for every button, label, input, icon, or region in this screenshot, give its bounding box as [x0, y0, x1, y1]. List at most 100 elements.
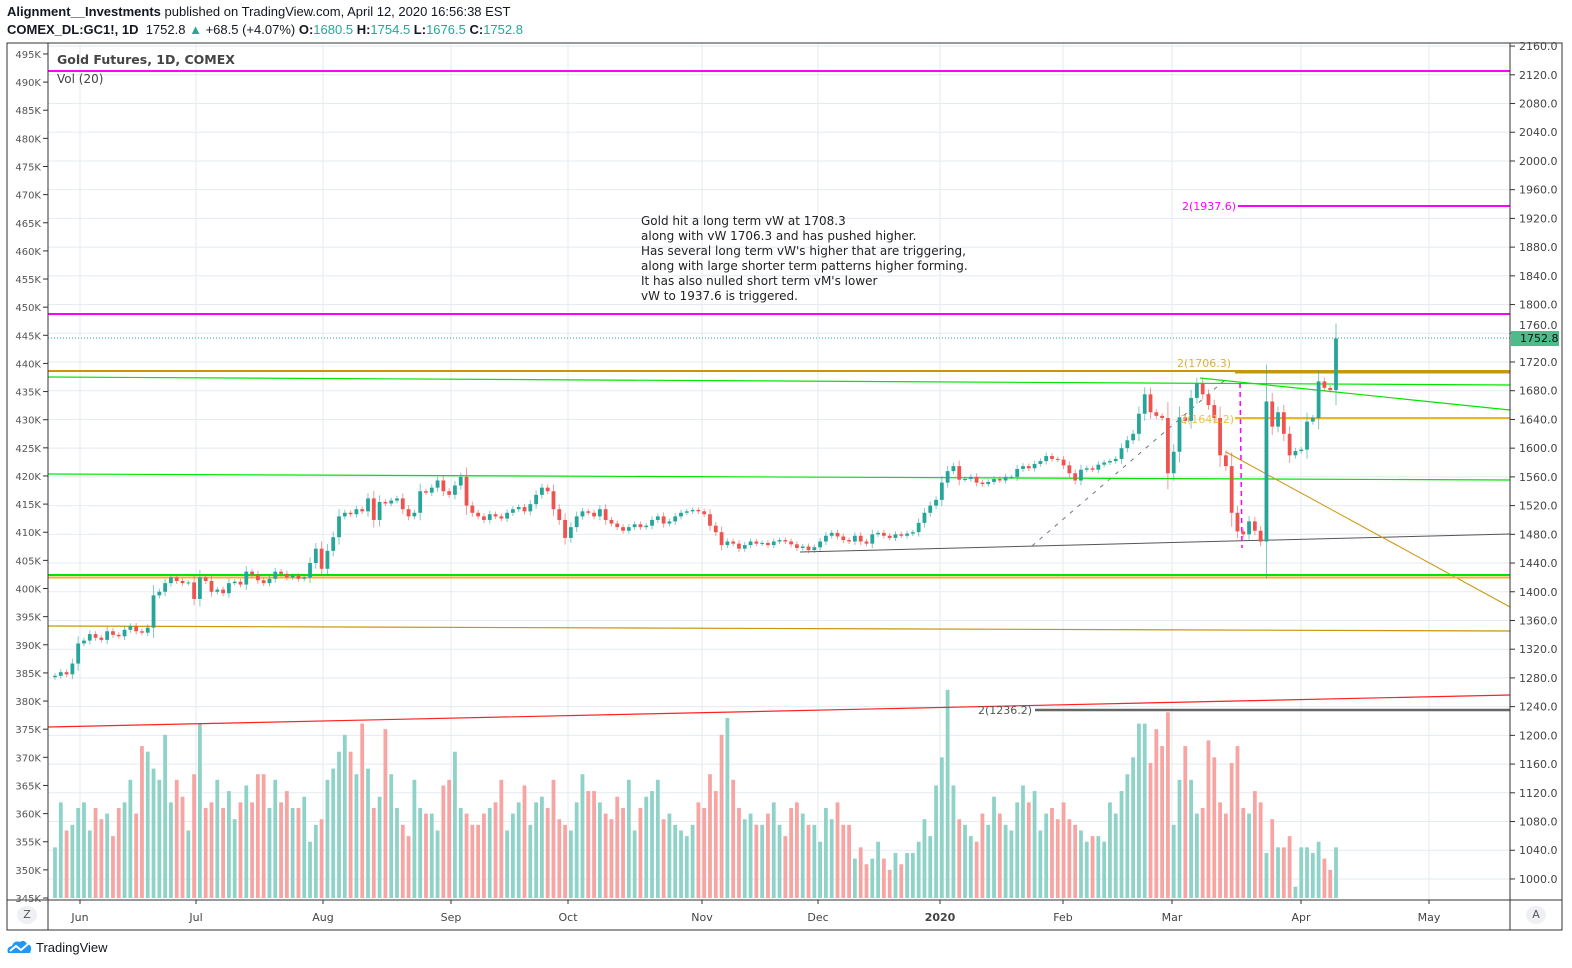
- candle-body: [516, 507, 521, 510]
- candle-body: [1264, 401, 1269, 542]
- volume-bar: [302, 796, 307, 898]
- volume-bar: [824, 807, 828, 898]
- volume-bar: [829, 819, 834, 898]
- annotation-text: Gold hit a long term vW at 1708.3 along …: [641, 214, 968, 303]
- volume-bar: [1293, 886, 1298, 898]
- volume-bar: [261, 774, 266, 898]
- candle-body: [93, 634, 98, 638]
- volume-bar: [209, 802, 214, 898]
- candle-body: [105, 631, 110, 640]
- close-value: 1752.8: [483, 22, 523, 37]
- price-axis: 2160.0 2120.0 2080.0 2040.0 2000.0 1960.0 1920…: [1510, 40, 1558, 886]
- volume-bar: [192, 774, 197, 898]
- volume-bar: [1218, 802, 1222, 898]
- candle-body: [644, 525, 649, 528]
- candle-body: [447, 491, 452, 495]
- volume-bar: [818, 841, 823, 898]
- candle-body: [1276, 412, 1280, 427]
- volume-bar: [777, 824, 782, 898]
- volume-bar: [516, 802, 521, 898]
- volume-bar: [696, 802, 701, 898]
- volume-bar: [354, 774, 359, 898]
- candle-body: [679, 512, 683, 517]
- candle-body: [180, 580, 185, 584]
- volume-tick-label: 380K: [15, 697, 41, 708]
- price-tick-label: 1680.0: [1519, 385, 1558, 398]
- chart-frame: [6, 42, 1563, 931]
- candle-body: [916, 522, 921, 533]
- volume-bar: [1137, 723, 1141, 898]
- candle-body: [864, 541, 869, 544]
- volume-bar: [1328, 869, 1333, 898]
- zoom-button[interactable]: Z: [17, 906, 37, 924]
- volume-bar: [1160, 746, 1165, 898]
- candle-body: [789, 541, 794, 545]
- candle-body: [638, 524, 643, 528]
- volume-bar: [1287, 836, 1292, 898]
- auto-scale-button[interactable]: A: [1526, 906, 1546, 924]
- volume-tick-label: 485K: [15, 106, 41, 117]
- candle-body: [951, 466, 956, 472]
- volume-bar: [748, 813, 753, 898]
- price-tick-label: 1080.0: [1519, 816, 1558, 829]
- candle-body: [1026, 466, 1031, 469]
- candle-body: [99, 637, 104, 640]
- candle-body: [1166, 418, 1170, 474]
- volume-bar: [667, 813, 672, 898]
- volume-bar: [145, 751, 150, 898]
- price-tick-label: 1120.0: [1519, 787, 1558, 800]
- volume-bar: [342, 734, 347, 898]
- candle-body: [713, 525, 718, 533]
- volume-bar: [180, 796, 185, 898]
- green-descending-line: [1199, 377, 1511, 411]
- candle-body: [992, 479, 996, 482]
- volume-bar: [754, 824, 759, 898]
- volume-bar: [279, 802, 283, 898]
- volume-bar: [893, 852, 898, 898]
- volume-bar: [1009, 830, 1014, 898]
- candle-body: [1241, 531, 1246, 535]
- tradingview-logo[interactable]: TradingView: [6, 939, 108, 955]
- volume-bar: [615, 796, 620, 898]
- price-tick-label: 1560.0: [1519, 471, 1558, 484]
- price-badge-text: 1752.8: [1520, 332, 1559, 345]
- candle-body: [957, 466, 962, 480]
- candle-body: [876, 532, 880, 535]
- volume-axis: 495K 490K 485K 480K 475K 470K 465K 460K 455K 450K…: [15, 50, 48, 905]
- candle-body: [597, 509, 602, 517]
- candle-body: [284, 573, 289, 578]
- volume-bar: [1125, 774, 1130, 898]
- close-label: C:: [469, 22, 484, 37]
- volume-bar: [406, 836, 411, 898]
- volume-bar: [1252, 791, 1257, 898]
- volume-bar: [963, 824, 967, 898]
- volume-bar: [290, 807, 295, 898]
- candle-body: [1113, 458, 1118, 462]
- volume-bar: [592, 791, 596, 898]
- candle-body: [603, 509, 608, 520]
- candle-body: [1038, 461, 1043, 464]
- volume-bar: [1258, 802, 1263, 898]
- volume-bar: [731, 779, 736, 898]
- time-tick-label: 2020: [925, 911, 956, 924]
- volume-bar: [441, 785, 446, 898]
- candle-body: [731, 541, 736, 544]
- candle-body: [986, 481, 991, 485]
- candle-body: [267, 578, 272, 584]
- candle-body: [186, 582, 191, 584]
- candle-body: [690, 509, 695, 512]
- price-tick-label: 1920.0: [1519, 212, 1558, 225]
- volume-bar: [499, 779, 504, 898]
- high-label: H:: [356, 22, 371, 37]
- volume-tick-label: 435K: [15, 388, 41, 399]
- candle-body: [499, 516, 504, 519]
- volume-bar: [377, 796, 382, 898]
- volume-bar: [719, 734, 724, 898]
- volume-bar: [325, 779, 330, 898]
- volume-bar: [232, 819, 237, 898]
- price-tick-label: 1520.0: [1519, 500, 1558, 513]
- price-tick-label: 2000.0: [1519, 155, 1558, 168]
- candle-body: [632, 524, 637, 528]
- volume-bar: [331, 768, 336, 898]
